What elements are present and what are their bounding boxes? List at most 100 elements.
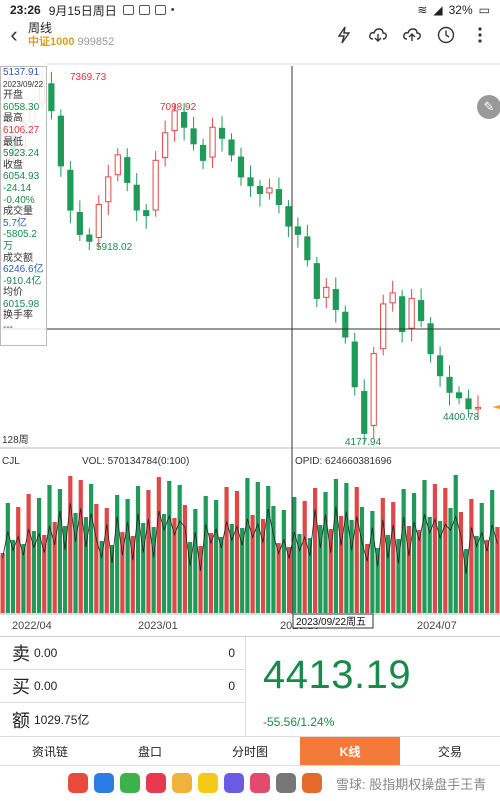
candle: [418, 300, 425, 322]
tab-kline[interactable]: K线: [300, 737, 400, 765]
kline-svg[interactable]: 7369.73 5918.02 7098.92 4177.94 4400.78 128周 C…: [0, 50, 500, 635]
signal-icon: ◢: [433, 3, 443, 17]
status-date: 9月15日周日: [48, 3, 117, 18]
volume-bar: [68, 476, 73, 613]
volume-bar: [16, 507, 21, 613]
volume-bar: [63, 526, 68, 613]
info-price: 5137.91: [3, 67, 40, 78]
info-amount-change: -910.4亿: [3, 275, 42, 287]
volume-bar: [146, 490, 151, 613]
volume-bar: [479, 503, 484, 613]
volume-bar: [135, 486, 141, 613]
candle: [380, 303, 387, 350]
tab-news[interactable]: 资讯链: [31, 744, 68, 759]
volume-bar: [219, 537, 224, 613]
volume-bar: [260, 519, 266, 613]
volume-bar: [36, 498, 42, 613]
app-icon-4[interactable]: [146, 773, 166, 793]
header: ‹ 周线 中证1000 999852: [0, 20, 500, 50]
volume-bar: [266, 486, 271, 613]
crosshair-date-box: [292, 613, 374, 629]
cloud-download-icon[interactable]: [368, 25, 388, 45]
sell-count: 0: [228, 646, 235, 660]
header-actions: [334, 25, 500, 45]
volume-bar: [104, 508, 109, 613]
info-close-label: 收盘: [3, 159, 23, 171]
volume-bar: [177, 485, 182, 613]
candle: [342, 311, 349, 338]
kline-chart[interactable]: 7369.73 5918.02 7098.92 4177.94 4400.78 128周 C…: [0, 50, 500, 635]
sell-row: 卖 0.00 0: [0, 637, 245, 670]
volume-bar: [0, 553, 5, 613]
app-icon-8[interactable]: [250, 773, 270, 793]
info-open: 6058.30: [3, 101, 40, 113]
volume-bar: [94, 504, 99, 613]
label-low1: 5918.02: [96, 242, 133, 253]
candle: [48, 83, 55, 112]
volume-bar: [224, 487, 229, 613]
candle: [351, 341, 358, 388]
candle: [370, 353, 377, 426]
volume-bar: [99, 541, 104, 613]
volume-bar: [344, 483, 349, 613]
app-icon-9[interactable]: [276, 773, 296, 793]
watermark-text: 雪球: 股指期权操盘手王青: [336, 776, 487, 792]
more-icon[interactable]: [470, 25, 490, 45]
wechat-icon[interactable]: [120, 773, 140, 793]
order-book: 卖 0.00 0 买 0.00 0 额 1029.75亿: [0, 637, 245, 737]
volume-bar: [10, 540, 16, 613]
volume-bar: [427, 517, 432, 613]
back-icon[interactable]: ‹: [10, 22, 18, 47]
volume-bar: [182, 505, 187, 613]
app-icon-6[interactable]: [198, 773, 218, 793]
volume-bar: [359, 507, 365, 613]
volume-bar: [203, 496, 208, 613]
volume-bar: [245, 478, 250, 613]
candle: [266, 187, 273, 194]
clock-icon[interactable]: [436, 25, 456, 45]
ohlc-info-panel: 5137.91 2023/09/22 开盘 6058.30 最高 6106.27…: [0, 66, 47, 346]
volume-bar: [120, 532, 125, 613]
candle: [427, 323, 434, 355]
candle: [436, 355, 444, 377]
app-icon-1[interactable]: [68, 773, 88, 793]
cloud-upload-icon[interactable]: [402, 25, 422, 45]
volume-bar: [469, 499, 474, 613]
volume-bar: [5, 503, 10, 613]
label-period-count: 128周: [2, 434, 29, 446]
app-icon-7[interactable]: [224, 773, 244, 793]
wifi-icon: ≋: [417, 3, 428, 17]
volume-bar: [156, 477, 161, 613]
candle: [474, 406, 482, 410]
lightning-icon[interactable]: [334, 25, 354, 45]
info-avg-label: 均价: [3, 287, 23, 299]
crosshair-date: 2023/09/22周五: [296, 616, 366, 628]
candle: [218, 127, 226, 139]
tab-intraday[interactable]: 分时图: [231, 744, 268, 759]
info-turnover: ---: [3, 322, 13, 334]
volume-bar: [411, 493, 417, 613]
info-change: -24.14: [3, 182, 32, 194]
app-icon-10[interactable]: [302, 773, 322, 793]
amount-row: 额 1029.75亿: [0, 703, 245, 736]
image-icon: [138, 5, 150, 15]
info-volume: 5.7亿: [3, 217, 27, 229]
info-open-label: 开盘: [3, 90, 23, 102]
buy-label: 买: [12, 677, 30, 697]
volume-bar: [115, 495, 120, 613]
candle: [455, 392, 463, 399]
tab-orderbook[interactable]: 盘口: [137, 744, 162, 759]
candle: [228, 139, 235, 156]
indicator-vol: VOL: 570134784(0:100): [82, 456, 189, 467]
edit-pencil-icon[interactable]: ✎: [477, 95, 500, 119]
app-icon-5[interactable]: [172, 773, 192, 793]
candle: [209, 126, 216, 158]
volume-bar: [57, 489, 62, 613]
candle: [86, 234, 93, 242]
tab-trade[interactable]: 交易: [437, 744, 462, 759]
label-peak2: 7098.92: [160, 102, 197, 113]
candle: [133, 184, 140, 211]
app-icon-2[interactable]: [94, 773, 114, 793]
volume-bar: [401, 489, 406, 613]
volume-bar: [286, 547, 292, 613]
